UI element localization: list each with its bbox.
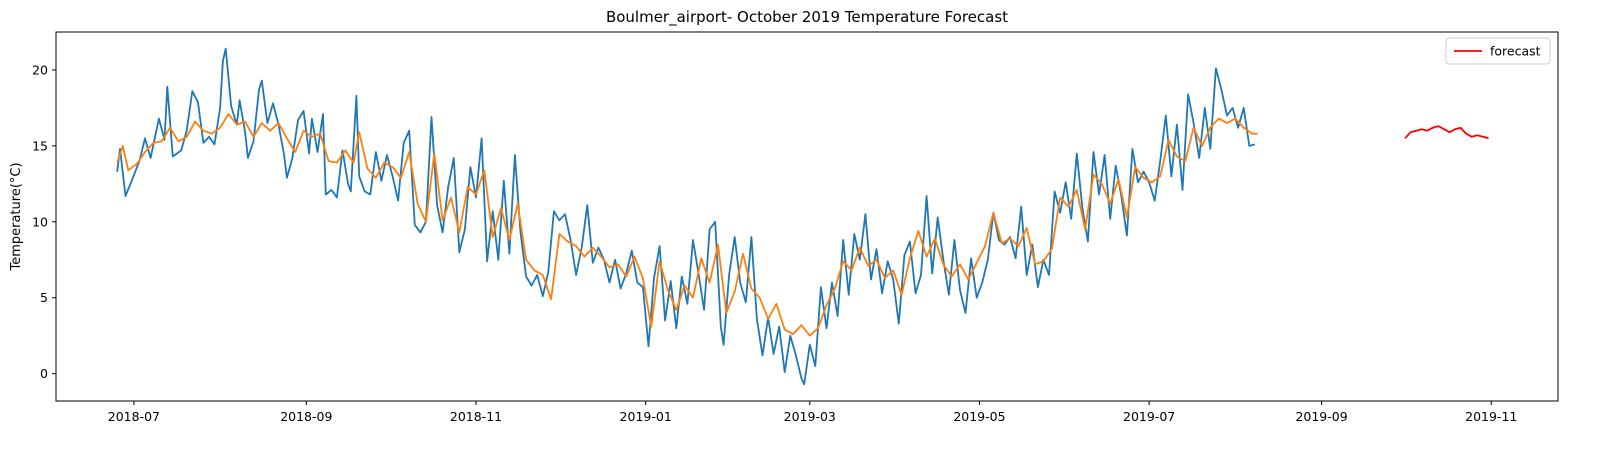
- x-tick-label: 2019-05: [953, 409, 1005, 424]
- x-axis: 2018-07 2018-09 2018-11 2019-01 2019-03 2019-…: [108, 401, 1517, 424]
- plot-frame: [55, 31, 1559, 402]
- x-tick-label: 2019-07: [1123, 409, 1175, 424]
- x-tick-label: 2019-03: [784, 409, 836, 424]
- y-axis-label: Temperature(°C): [9, 162, 24, 271]
- x-tick-label: 2019-01: [620, 409, 672, 424]
- x-tick-label: 2018-07: [108, 409, 160, 424]
- y-tick-label: 5: [40, 290, 48, 305]
- y-axis: 0 5 10 15 20: [32, 62, 56, 381]
- plot-lines: [116, 47, 1489, 386]
- chart-title: Boulmer_airport- October 2019 Temperatur…: [606, 8, 1008, 27]
- y-tick-label: 0: [40, 366, 48, 381]
- y-tick-label: 10: [32, 214, 48, 229]
- x-tick-label: 2019-11: [1465, 409, 1517, 424]
- x-tick-label: 2018-09: [280, 409, 332, 424]
- y-tick-label: 15: [32, 138, 48, 153]
- x-tick-label: 2019-09: [1295, 409, 1347, 424]
- legend-box: [1445, 37, 1551, 65]
- y-tick-label: 20: [32, 62, 48, 77]
- legend: forecast: [1445, 37, 1551, 65]
- series-line-observed: [116, 47, 1256, 386]
- x-tick-label: 2018-11: [450, 409, 502, 424]
- series-line-smoothed: [116, 113, 1258, 337]
- legend-label-forecast: forecast: [1490, 44, 1541, 59]
- series-line-forecast: [1404, 125, 1489, 140]
